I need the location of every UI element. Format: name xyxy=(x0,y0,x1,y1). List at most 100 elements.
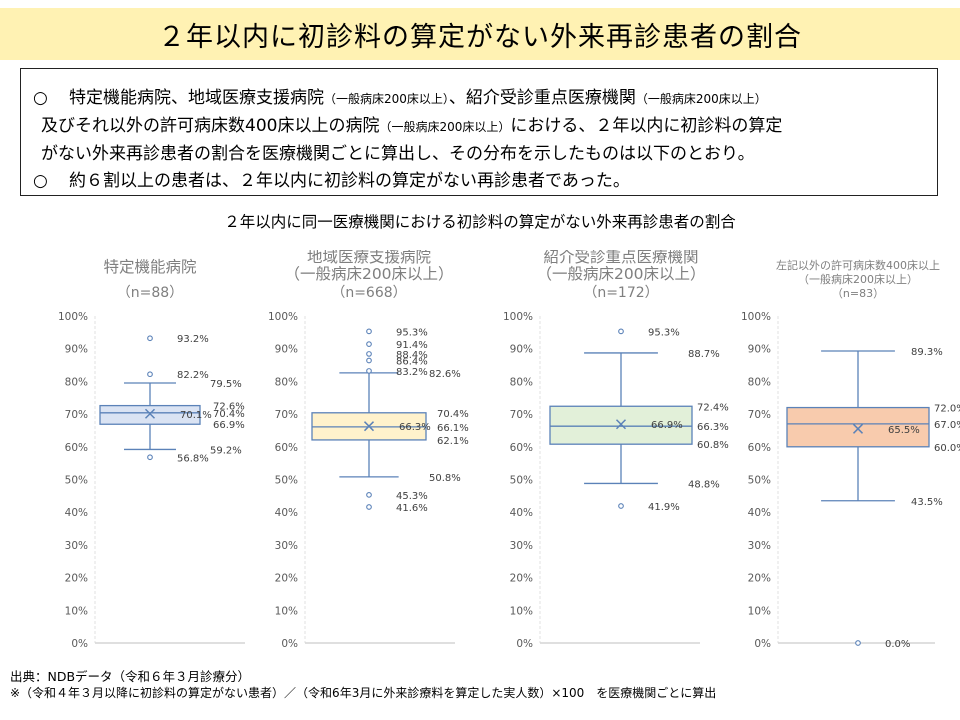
iqr-box xyxy=(99,404,201,425)
y-tick-label: 90% xyxy=(510,344,533,356)
data-label: 95.3% xyxy=(396,327,428,338)
y-tick-label: 10% xyxy=(748,605,771,617)
y-tick-label: 10% xyxy=(275,605,298,617)
y-tick-label: 70% xyxy=(748,409,771,421)
chart-category-subtitle: （一般病床200床以上） xyxy=(536,265,705,283)
data-label: 72.0% xyxy=(934,404,960,415)
y-tick-label: 40% xyxy=(748,507,771,519)
data-label: 59.2% xyxy=(210,445,242,456)
y-tick-label: 30% xyxy=(748,540,771,552)
y-tick-label: 50% xyxy=(510,475,533,487)
y-tick-label: 0% xyxy=(754,638,771,650)
iqr-box xyxy=(786,406,930,448)
chart-sample-size: （n=668） xyxy=(331,285,406,301)
data-label: 43.5% xyxy=(911,497,943,508)
y-tick-label: 70% xyxy=(275,409,298,421)
data-label: 88.4% xyxy=(396,350,428,361)
data-label: 50.8% xyxy=(429,473,461,484)
y-tick-label: 30% xyxy=(65,540,88,552)
outlier-point xyxy=(366,328,372,335)
data-label: 86.4% xyxy=(396,356,428,367)
y-tick-label: 60% xyxy=(748,442,771,454)
data-label: 45.3% xyxy=(396,491,428,502)
y-tick-label: 80% xyxy=(748,376,771,388)
y-tick-label: 100% xyxy=(741,311,771,323)
data-label: 79.5% xyxy=(210,379,242,390)
outlier-point xyxy=(366,504,372,510)
chart-category-subtitle: （一般病床200床以上） xyxy=(798,272,918,286)
data-label: 62.1% xyxy=(437,436,469,447)
data-label: 60.8% xyxy=(697,440,729,451)
outlier-point xyxy=(366,351,372,357)
bullet-circle-icon: ○ xyxy=(33,171,48,191)
outlier-point xyxy=(855,640,861,646)
data-label: 89.3% xyxy=(911,347,943,358)
mean-marker xyxy=(363,421,375,432)
bullet-circle-icon: ○ xyxy=(33,88,48,108)
chart-sample-size: （n=88） xyxy=(117,285,183,301)
calculation-note: ※（令和４年３月以降に初診料の算定がない患者）／（令和6年3月に外来診療料を算定… xyxy=(10,686,717,700)
y-tick-label: 100% xyxy=(268,311,298,323)
data-label: 82.2% xyxy=(177,370,209,381)
outlier-point xyxy=(366,357,372,364)
data-label: 83.2% xyxy=(396,367,428,378)
chart-category-subtitle: （一般病床200床以上） xyxy=(284,265,453,283)
y-tick-label: 0% xyxy=(71,638,88,650)
y-tick-label: 30% xyxy=(510,540,533,552)
y-tick-label: 40% xyxy=(65,507,88,519)
y-tick-label: 90% xyxy=(748,344,771,356)
data-label: 70.4% xyxy=(437,409,469,420)
title-banner: ２年以内に初診料の算定がない外来再診患者の割合 xyxy=(0,8,960,60)
y-tick-label: 10% xyxy=(510,605,533,617)
outlier-point xyxy=(618,328,624,335)
data-label: 95.3% xyxy=(648,327,680,338)
y-tick-label: 30% xyxy=(275,540,298,552)
summary-line-2: 及びそれ以外の許可病床数400床以上の病院（一般病床200床以上）における、２年… xyxy=(41,116,783,136)
y-tick-label: 70% xyxy=(65,409,88,421)
outlier-point xyxy=(366,492,372,498)
chart-title: 紹介受診重点医療機関 xyxy=(543,250,698,266)
summary-line-3: がない外来再診患者の割合を医療機関ごとに算出し、その分布を示したものは以下のとお… xyxy=(41,144,755,164)
y-tick-label: 40% xyxy=(275,507,298,519)
chart-title: 左記以外の許可病床数400床以上 xyxy=(776,258,940,272)
data-label: 56.8% xyxy=(177,453,209,464)
y-tick-label: 60% xyxy=(65,442,88,454)
y-tick-label: 50% xyxy=(65,475,88,487)
y-tick-label: 90% xyxy=(65,344,88,356)
summary-line-4: ○ 約６割以上の患者は、２年以内に初診料の算定がない再診患者であった。 xyxy=(33,168,927,195)
chart-title: 特定機能病院 xyxy=(103,257,196,276)
data-label: 60.0% xyxy=(934,443,960,454)
data-label: 88.7% xyxy=(688,349,720,360)
data-label: 67.0% xyxy=(934,420,960,431)
y-tick-label: 50% xyxy=(275,475,298,487)
data-label: 66.3% xyxy=(697,422,729,433)
y-tick-label: 20% xyxy=(275,573,298,585)
boxplot-charts: 特定機能病院 （n=88） 0% 10% 20% 30% 40% 50% 60% 70% 80% 90… xyxy=(58,250,960,650)
y-tick-label: 0% xyxy=(516,638,533,650)
y-tick-label: 20% xyxy=(65,573,88,585)
data-label: 66.9% xyxy=(213,420,245,431)
data-label: 0.0% xyxy=(885,639,910,650)
outlier-point xyxy=(618,503,624,509)
outlier-point xyxy=(147,371,153,378)
y-tick-label: 80% xyxy=(510,376,533,388)
data-label: 41.6% xyxy=(396,503,428,514)
data-label: 70.4% xyxy=(213,409,245,420)
y-tick-label: 20% xyxy=(748,573,771,585)
data-label: 91.4% xyxy=(396,340,428,351)
data-label: 72.6% xyxy=(213,402,245,413)
iqr-box xyxy=(549,405,693,445)
y-tick-label: 40% xyxy=(510,507,533,519)
data-label: 41.9% xyxy=(648,502,680,513)
y-tick-label: 90% xyxy=(275,344,298,356)
chart-title: 地域医療支援病院 xyxy=(307,250,431,266)
y-tick-label: 80% xyxy=(65,376,88,388)
data-label: 66.3% xyxy=(399,422,431,433)
y-tick-label: 60% xyxy=(510,442,533,454)
summary-box: ○ 特定機能病院、地域医療支援病院（一般病床200床以上）、紹介受診重点医療機関（… xyxy=(20,68,938,196)
chart-sample-size: （n=172） xyxy=(583,285,658,301)
outlier-point xyxy=(147,335,153,342)
source-note: 出典：NDBデータ（令和６年３月診療分） xyxy=(10,669,251,684)
mean-marker xyxy=(852,423,864,434)
y-tick-label: 80% xyxy=(275,376,298,388)
